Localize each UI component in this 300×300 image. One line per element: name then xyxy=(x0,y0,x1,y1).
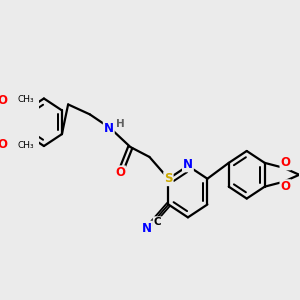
Text: N: N xyxy=(104,122,114,135)
Text: N: N xyxy=(183,158,193,171)
Text: S: S xyxy=(164,172,173,185)
Text: O: O xyxy=(280,156,290,170)
Text: O: O xyxy=(280,180,290,193)
Text: C: C xyxy=(154,217,161,227)
Text: O: O xyxy=(0,138,8,151)
Text: O: O xyxy=(115,166,125,179)
Text: CH₃: CH₃ xyxy=(17,140,34,149)
Text: CH₃: CH₃ xyxy=(17,95,34,104)
Text: N: N xyxy=(142,222,152,235)
Text: O: O xyxy=(0,94,8,107)
Text: H: H xyxy=(116,119,124,129)
